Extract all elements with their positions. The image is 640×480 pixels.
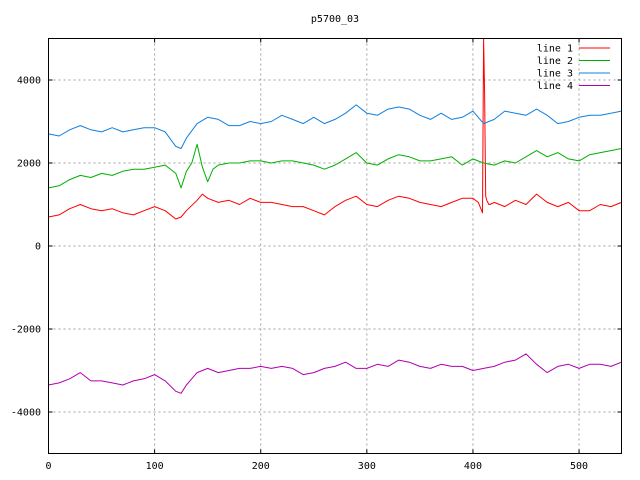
series-lines: [48, 38, 622, 394]
grid: [48, 38, 622, 454]
legend-label: line 1: [537, 44, 573, 55]
x-tick-label: 400: [464, 461, 482, 472]
x-tick-label: 200: [252, 461, 270, 472]
series-line-3: [48, 104, 622, 149]
tick-labels: 0 100 200 300 400 500 -4000 -2000 0 2000 4000: [11, 76, 588, 473]
y-tick-label: -2000: [11, 325, 41, 336]
chart-title: p5700_03: [311, 14, 359, 25]
legend-label: line 2: [537, 56, 573, 67]
legend-label: line 4: [537, 81, 573, 92]
y-tick-label: 2000: [17, 159, 41, 170]
y-tick-label: 4000: [17, 76, 41, 87]
y-tick-label: -4000: [11, 408, 41, 419]
legend-label: line 3: [537, 69, 573, 80]
series-line-4: [48, 353, 622, 394]
x-tick-label: 100: [146, 461, 164, 472]
axis-ticks: [48, 38, 622, 454]
y-tick-label: 0: [35, 242, 41, 253]
x-tick-label: 300: [358, 461, 376, 472]
series-line-2: [48, 143, 622, 189]
x-tick-label: 500: [570, 461, 588, 472]
x-tick-label: 0: [45, 461, 51, 472]
series-line-1: [48, 38, 622, 220]
